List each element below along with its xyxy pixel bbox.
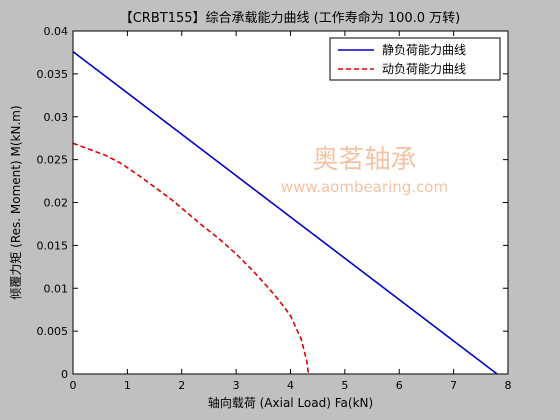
x-axis-label: 轴向载荷 (Axial Load) Fa(kN) [208, 395, 373, 410]
y-tick-label: 0.01 [44, 282, 69, 295]
legend-label-static: 静负荷能力曲线 [382, 43, 466, 57]
watermark-url: www.aombearing.com [281, 178, 448, 196]
y-tick-label: 0.02 [44, 197, 69, 210]
legend: 静负荷能力曲线 动负荷能力曲线 [329, 37, 501, 81]
x-tick-label: 3 [233, 379, 240, 392]
y-tick-label: 0.04 [44, 25, 69, 38]
x-tick-label: 7 [450, 379, 457, 392]
y-tick-label: 0.005 [37, 325, 69, 338]
chart-title: 【CRBT155】综合承载能力曲线 (工作寿命为 100.0 万转) [120, 10, 461, 26]
legend-box [329, 37, 501, 81]
y-tick-label: 0 [61, 368, 68, 381]
watermark: 奥茗轴承 www.aombearing.com [281, 145, 448, 196]
series-line-static-capacity [72, 50, 498, 375]
x-tick-label: 0 [70, 379, 77, 392]
plot-area [73, 31, 508, 374]
x-tick-label: 1 [124, 379, 131, 392]
series-line-dynamic-capacity [72, 142, 310, 375]
y-tick-label: 0.015 [37, 239, 69, 252]
y-tick-label: 0.03 [44, 111, 69, 124]
x-tick-label: 4 [287, 379, 294, 392]
series-layer [72, 50, 498, 375]
y-axis-label: 倾覆力矩 (Res. Moment) M(kN.m) [9, 105, 23, 299]
axis-ticks: 0 1 2 3 4 5 6 7 8 0 0.005 0.01 0.015 0.02 0.025 0.03 0.0… [37, 25, 512, 392]
x-tick-label: 6 [396, 379, 403, 392]
watermark-text: 奥茗轴承 [312, 145, 416, 175]
x-tick-label: 2 [178, 379, 185, 392]
x-tick-label: 8 [505, 379, 512, 392]
legend-label-dynamic: 动负荷能力曲线 [382, 62, 466, 76]
y-tick-label: 0.035 [37, 68, 69, 81]
x-tick-label: 5 [341, 379, 348, 392]
y-tick-label: 0.025 [37, 154, 69, 167]
